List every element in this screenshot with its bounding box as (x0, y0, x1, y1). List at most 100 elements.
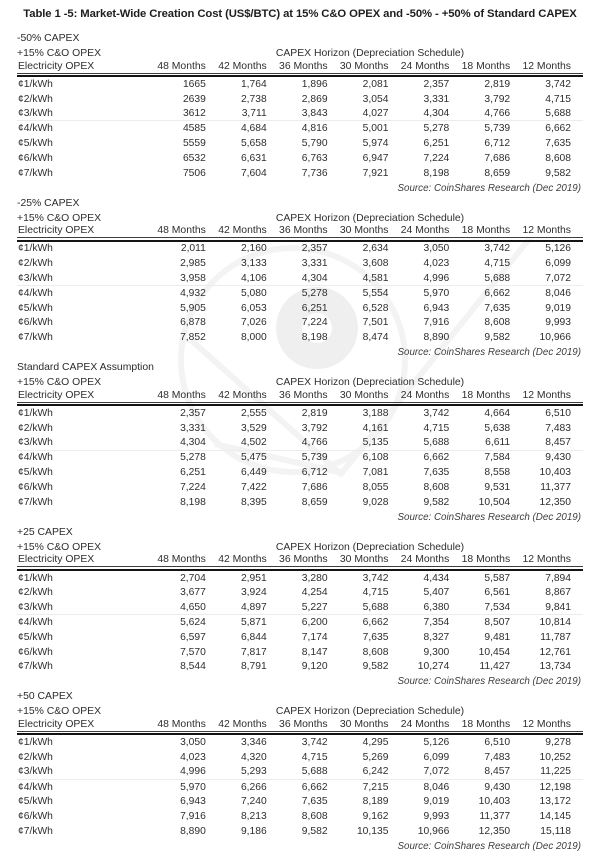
table-row: ¢5/kWh 6,943 7,240 7,635 8,189 9,019 10,403 13,… (17, 795, 583, 810)
month-column-header: 12 Months (522, 225, 584, 239)
cost-value: 7,224 (423, 152, 450, 164)
capex-horizon-label: CAPEX Horizon (Depreciation Schedule) (275, 48, 465, 59)
cost-value: 6,763 (301, 152, 328, 164)
cost-value: 6,662 (362, 617, 389, 629)
cost-value: 6,251 (301, 302, 328, 314)
month-column-header: 48 Months (157, 61, 218, 74)
cost-value: 3,742 (545, 78, 572, 90)
capex-horizon-label: CAPEX Horizon (Depreciation Schedule) (275, 541, 465, 553)
cost-value: 8,867 (545, 587, 572, 599)
cost-value: 1,764 (240, 78, 267, 90)
co-opex-label: +15% C&O OPEX (17, 706, 102, 718)
cost-value: 5,739 (484, 123, 511, 135)
cost-value: 7,635 (484, 302, 511, 314)
cost-value: 7,224 (180, 482, 206, 494)
cost-value: 2,011 (180, 243, 206, 255)
cost-value: 5,135 (362, 437, 389, 449)
cost-value: 6,099 (423, 752, 450, 763)
cost-value: 4,304 (180, 437, 206, 449)
cost-value: 13,172 (539, 796, 572, 808)
table-row: ¢2/kWh 2,985 3,133 3,331 3,608 4,023 4,715 6,09… (17, 256, 583, 271)
cost-value: 10,135 (356, 825, 389, 837)
source-note: Source: CoinShares Research (Dec 2019) (397, 511, 581, 523)
electricity-opex-header: Electricity OPEX (17, 225, 157, 239)
month-column-header: 12 Months (522, 719, 584, 732)
row-label: ¢1/kWh (18, 408, 53, 420)
cost-value: 4585 (182, 123, 206, 135)
cost-value: 4,320 (240, 752, 267, 763)
co-opex-label: +15% C&O OPEX (17, 377, 102, 389)
cost-value: 7,072 (423, 766, 450, 778)
row-label: ¢2/kWh (18, 258, 53, 270)
cost-value: 5,905 (180, 302, 206, 314)
cost-value: 2,081 (362, 78, 389, 90)
cost-value: 6,631 (240, 152, 267, 164)
cost-value: 7,604 (240, 167, 267, 179)
row-label: ¢3/kWh (18, 272, 53, 284)
cost-value: 5,688 (484, 272, 511, 284)
cost-value: 2,555 (240, 408, 267, 420)
cost-value: 9,481 (484, 631, 511, 643)
month-column-header: 48 Months (157, 390, 218, 403)
cost-value: 4,715 (484, 258, 511, 270)
cost-value: 5,688 (423, 437, 450, 449)
cost-value: 6,380 (423, 601, 450, 613)
cost-value: 2,357 (301, 243, 328, 255)
capex-section-5: +50 CAPEX +15% C&O OPEX CAPEX Horizon (Dep… (17, 689, 584, 854)
cost-value: 7,736 (301, 167, 328, 179)
cost-value: 7,026 (240, 317, 267, 329)
capex-scenario-label: +25 CAPEX (17, 526, 73, 538)
month-column-header: 36 Months (278, 61, 340, 74)
cost-value: 6,251 (180, 467, 206, 479)
cost-value: 5,970 (423, 287, 450, 299)
cost-value: 10,814 (539, 617, 572, 629)
cost-value: 11,225 (540, 766, 572, 778)
cost-value: 6,943 (423, 302, 450, 314)
cost-value: 9,430 (545, 452, 572, 464)
cost-value: 7,072 (545, 272, 572, 284)
table-row: ¢2/kWh 4,023 4,320 4,715 5,269 6,099 7,483 10,2… (17, 750, 583, 765)
cost-value: 6,597 (180, 631, 206, 643)
cost-value: 8,507 (484, 617, 511, 629)
co-opex-label: +15% C&O OPEX (17, 212, 102, 224)
cost-value: 5,688 (301, 766, 328, 778)
cost-value: 9,162 (362, 811, 389, 823)
capex-scenario-label: +50 CAPEX (17, 691, 73, 703)
row-label: ¢2/kWh (18, 93, 53, 105)
cost-value: 5,278 (180, 452, 206, 464)
cost-value: 2,819 (484, 78, 511, 90)
month-column-header: 24 Months (400, 61, 462, 74)
cost-value: 8,000 (240, 332, 267, 344)
cost-value: 7,422 (240, 482, 267, 494)
cost-value: 9,993 (423, 811, 450, 823)
cost-value: 3,054 (362, 93, 389, 105)
month-column-header: 36 Months (278, 554, 340, 568)
cost-value: 3,843 (301, 107, 328, 119)
cost-value: 5,126 (423, 737, 450, 749)
cost-value: 7,483 (484, 752, 511, 763)
cost-value: 9,841 (545, 601, 572, 613)
cost-value: 5,587 (484, 572, 511, 584)
cost-value: 9,278 (545, 737, 572, 749)
cost-value: 3,529 (240, 422, 267, 434)
month-column-header: 48 Months (157, 225, 218, 239)
cost-value: 3,133 (240, 258, 267, 270)
row-label: ¢1/kWh (18, 737, 53, 749)
cost-value: 8,147 (301, 646, 328, 658)
table-header-row: Electricity OPEX 48 Months 42 Months 36 Mon… (17, 554, 584, 571)
cost-value: 4,581 (362, 272, 389, 284)
cost-value: 3,608 (362, 258, 389, 270)
row-label: ¢5/kWh (18, 796, 53, 808)
cost-value: 14,145 (539, 811, 572, 823)
month-column-header: 24 Months (400, 225, 462, 239)
cost-value: 4,161 (362, 422, 389, 434)
cost-value: 7,894 (545, 572, 572, 584)
cost-value: 4,304 (423, 107, 450, 119)
cost-value: 5,871 (240, 617, 267, 629)
cost-value: 5,278 (423, 123, 450, 135)
cost-value: 5559 (182, 138, 206, 150)
cost-value: 6,099 (545, 258, 572, 270)
cost-value: 5,227 (301, 601, 328, 613)
cost-value: 7,354 (423, 617, 450, 629)
row-label: ¢4/kWh (18, 781, 53, 793)
